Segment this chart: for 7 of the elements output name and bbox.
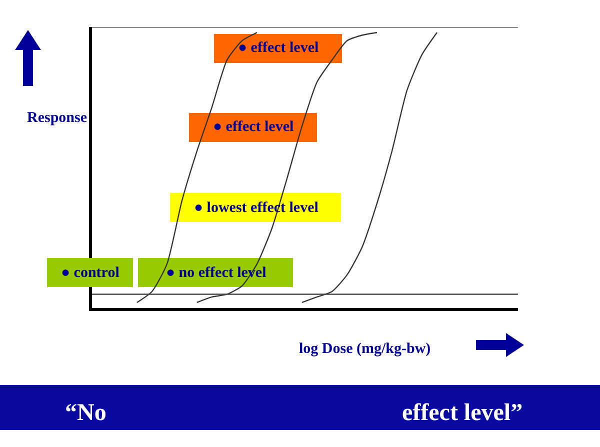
text: log Dose (mg/kg-bw) — [299, 341, 431, 357]
text: effect level” — [402, 400, 523, 426]
text: “No — [65, 400, 106, 426]
annotation: ● effect level — [213, 119, 294, 135]
y-axis-title: Response — [27, 110, 88, 126]
annotation: ● effect level — [238, 40, 319, 56]
annotation: ● control — [61, 265, 120, 281]
